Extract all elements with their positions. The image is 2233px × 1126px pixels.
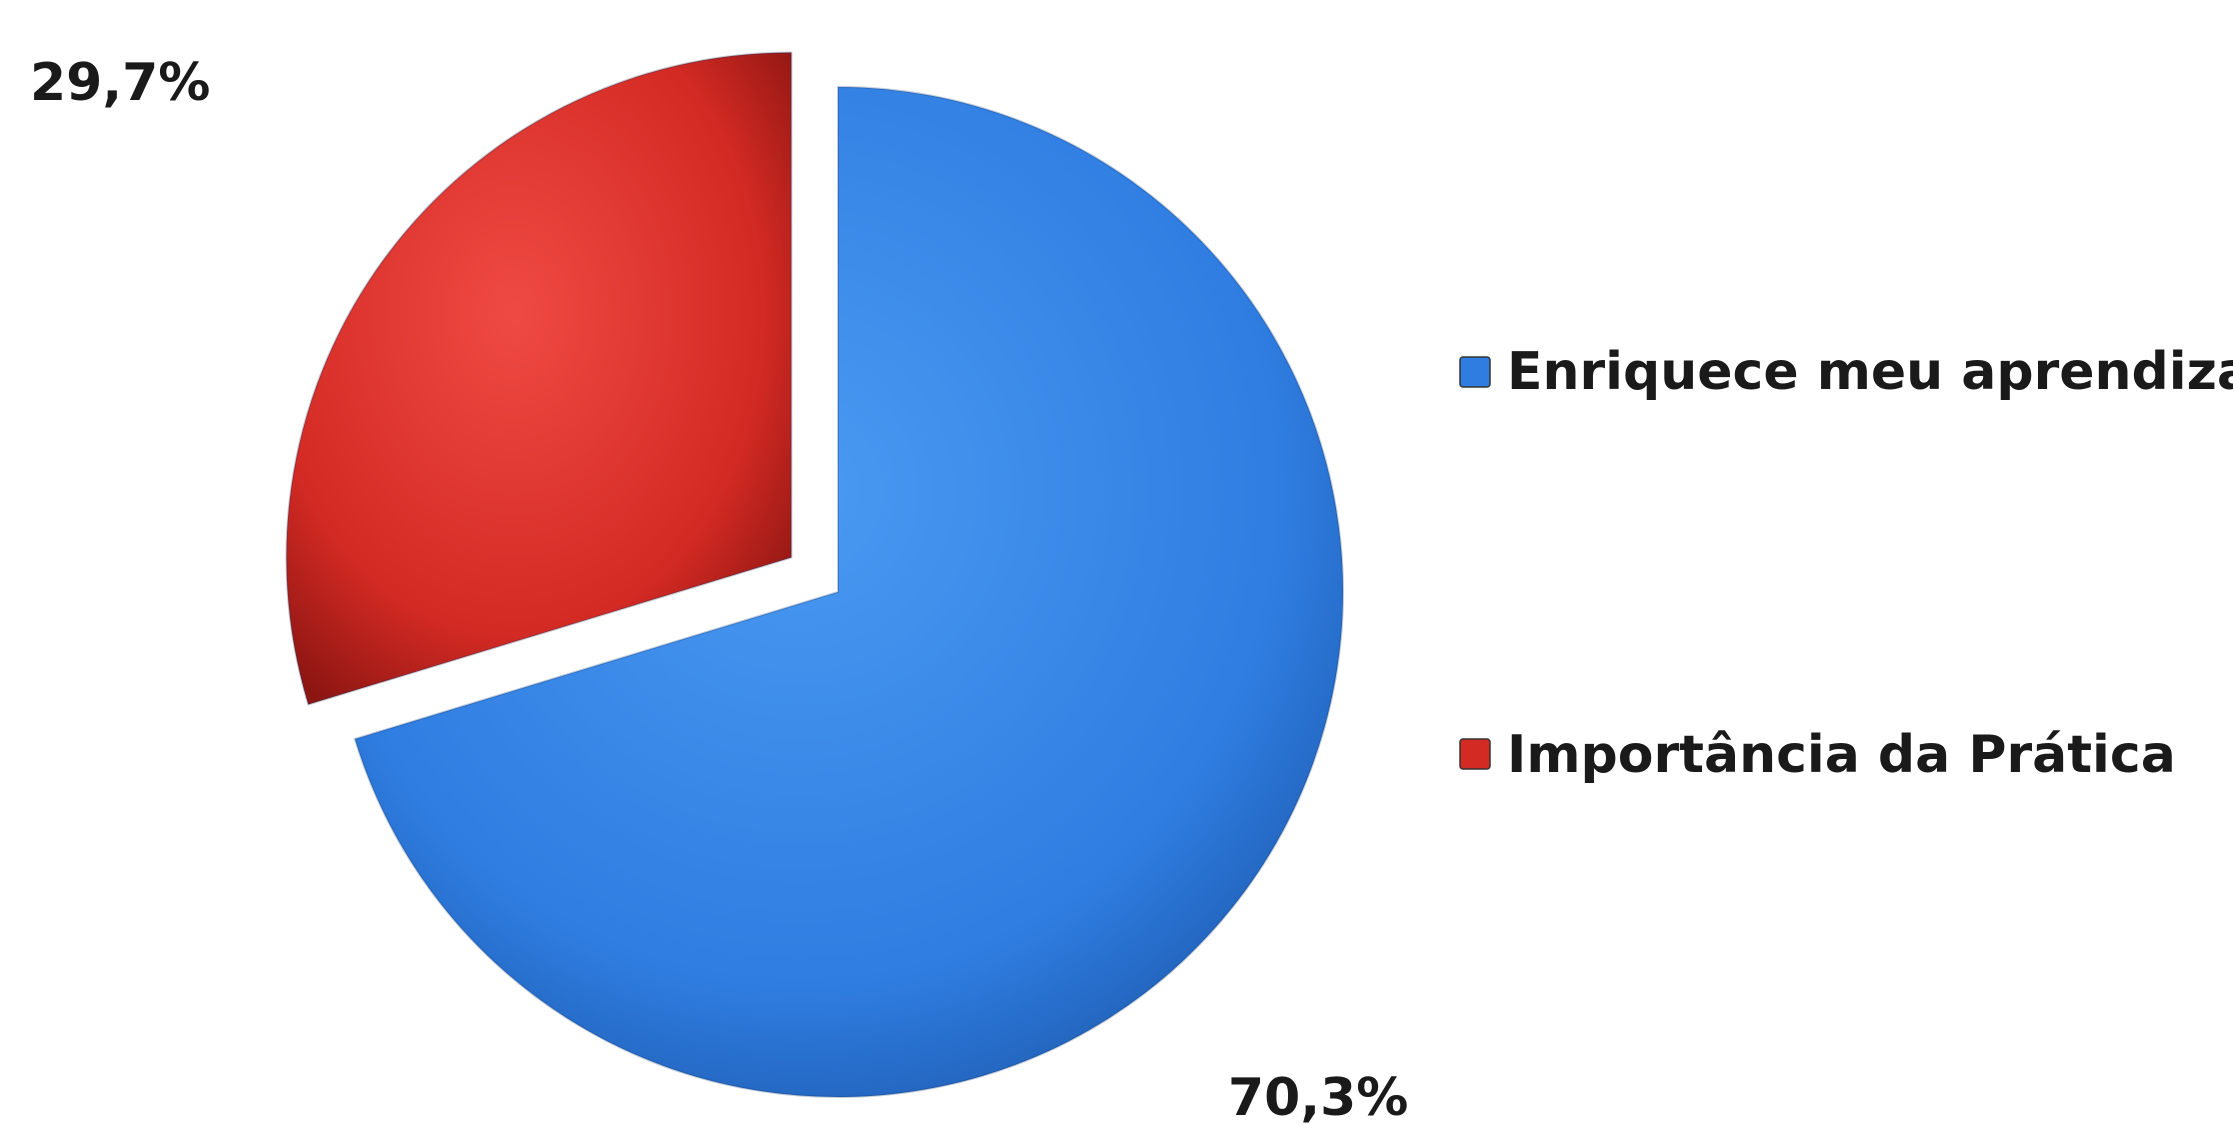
slice-value-label-importancia: 29,7% xyxy=(30,53,210,113)
pie-slices xyxy=(285,51,1344,1098)
legend-swatch-importancia xyxy=(1459,738,1491,770)
legend-label-importancia: Importância da Prática xyxy=(1507,725,2176,785)
legend-swatch-enriquece xyxy=(1459,356,1491,388)
slice-value-label-enriquece: 70,3% xyxy=(1228,1068,1408,1126)
legend-label-enriquece: Enriquece meu aprendizado xyxy=(1507,342,2233,402)
slice-labels: 29,7% 70,3% xyxy=(30,53,1408,1126)
legend: Enriquece meu aprendizado Importância da… xyxy=(1459,342,2233,785)
pie-slice-enriquece xyxy=(353,85,1344,1098)
pie-slice-importancia xyxy=(285,51,793,706)
